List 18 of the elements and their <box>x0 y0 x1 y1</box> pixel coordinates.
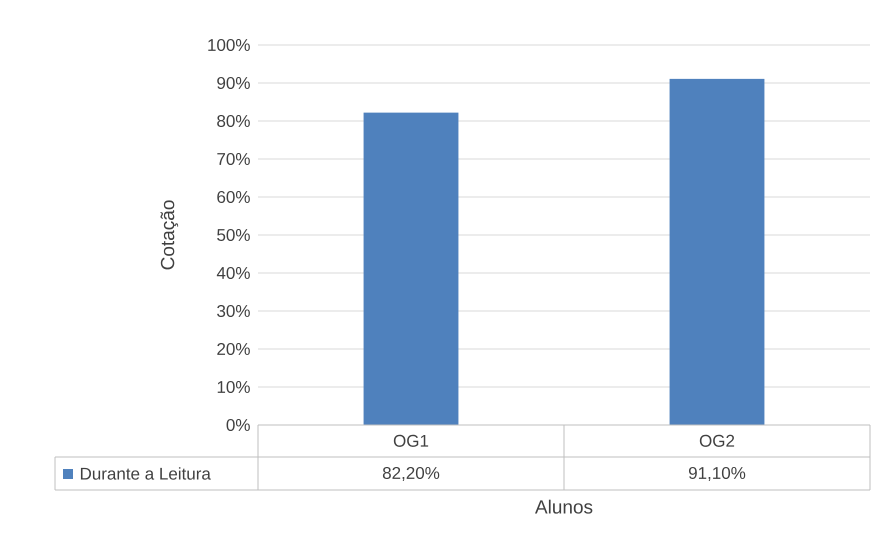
y-tick-label: 30% <box>217 304 250 318</box>
x-axis-title: Alunos <box>534 500 592 514</box>
y-tick-label: 60% <box>217 190 250 204</box>
y-tick-label: 50% <box>217 228 250 242</box>
x-tick-label: OG1 <box>394 434 428 447</box>
data-label: 91,10% <box>688 466 746 482</box>
y-tick-label: 70% <box>217 152 250 166</box>
y-tick-label: 0% <box>226 418 250 432</box>
y-tick-label: 10% <box>218 380 250 394</box>
data-label: 82,20% <box>382 466 440 482</box>
y-axis-title: Cotação <box>160 200 178 270</box>
y-tick-label: 90% <box>217 76 250 90</box>
y-tick-label: 80% <box>217 114 250 128</box>
x-tick-label: OG2 <box>700 434 734 447</box>
y-tick-label: 20% <box>217 342 250 356</box>
y-tick-label: 100% <box>208 38 250 52</box>
y-tick-label: 40% <box>216 266 250 280</box>
legend-label: Durante a Leitura <box>80 467 211 480</box>
